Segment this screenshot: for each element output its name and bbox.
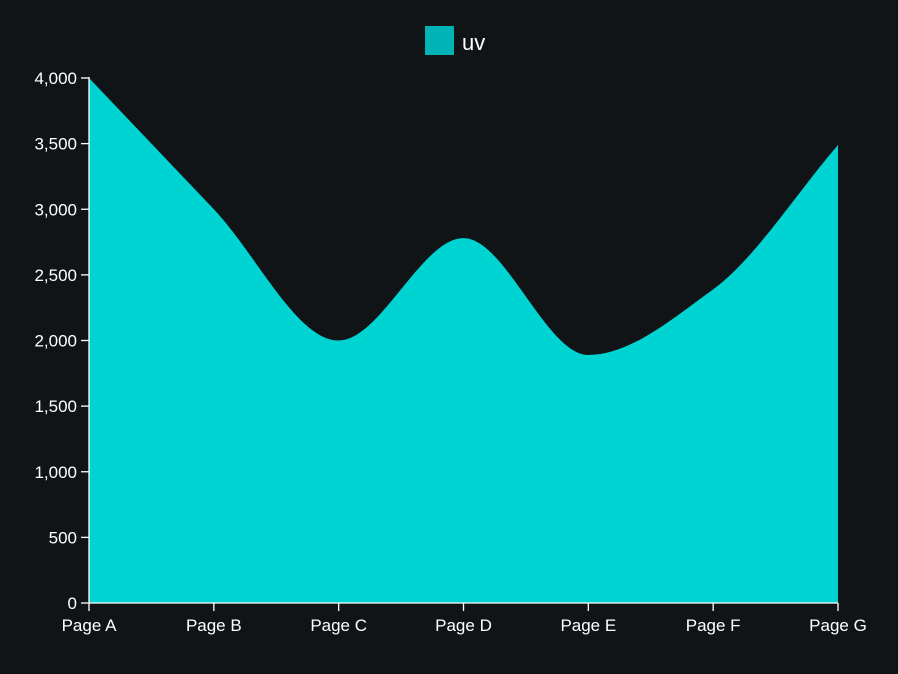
legend-label-uv: uv — [462, 30, 485, 55]
x-tick-label: Page A — [62, 616, 117, 635]
y-axis: 0 500 1,000 1,500 2,000 2,500 3,000 3,500 4,000 — [34, 69, 90, 613]
y-tick-label: 2,000 — [34, 332, 77, 351]
x-tick-label: Page D — [435, 616, 492, 635]
x-tick-label: Page G — [809, 616, 867, 635]
y-tick-label: 3,500 — [34, 135, 77, 154]
y-tick-label: 3,000 — [34, 200, 77, 219]
y-tick-label: 2,500 — [34, 266, 77, 285]
y-tick-label: 1,500 — [34, 397, 77, 416]
y-tick-label: 0 — [68, 594, 77, 613]
y-tick-label: 1,000 — [34, 463, 77, 482]
x-tick-label: Page B — [186, 616, 242, 635]
x-tick-label: Page E — [560, 616, 616, 635]
y-tick-label: 500 — [49, 528, 77, 547]
x-axis: Page A Page B Page C Page D Page E Page F Page… — [62, 602, 867, 635]
x-tick-label: Page F — [686, 616, 741, 635]
y-tick-label: 4,000 — [34, 69, 77, 88]
area-series-uv — [89, 78, 838, 603]
plot-area — [89, 78, 838, 603]
legend: uv — [425, 26, 485, 55]
x-tick-label: Page C — [310, 616, 367, 635]
legend-swatch-uv — [425, 26, 454, 55]
